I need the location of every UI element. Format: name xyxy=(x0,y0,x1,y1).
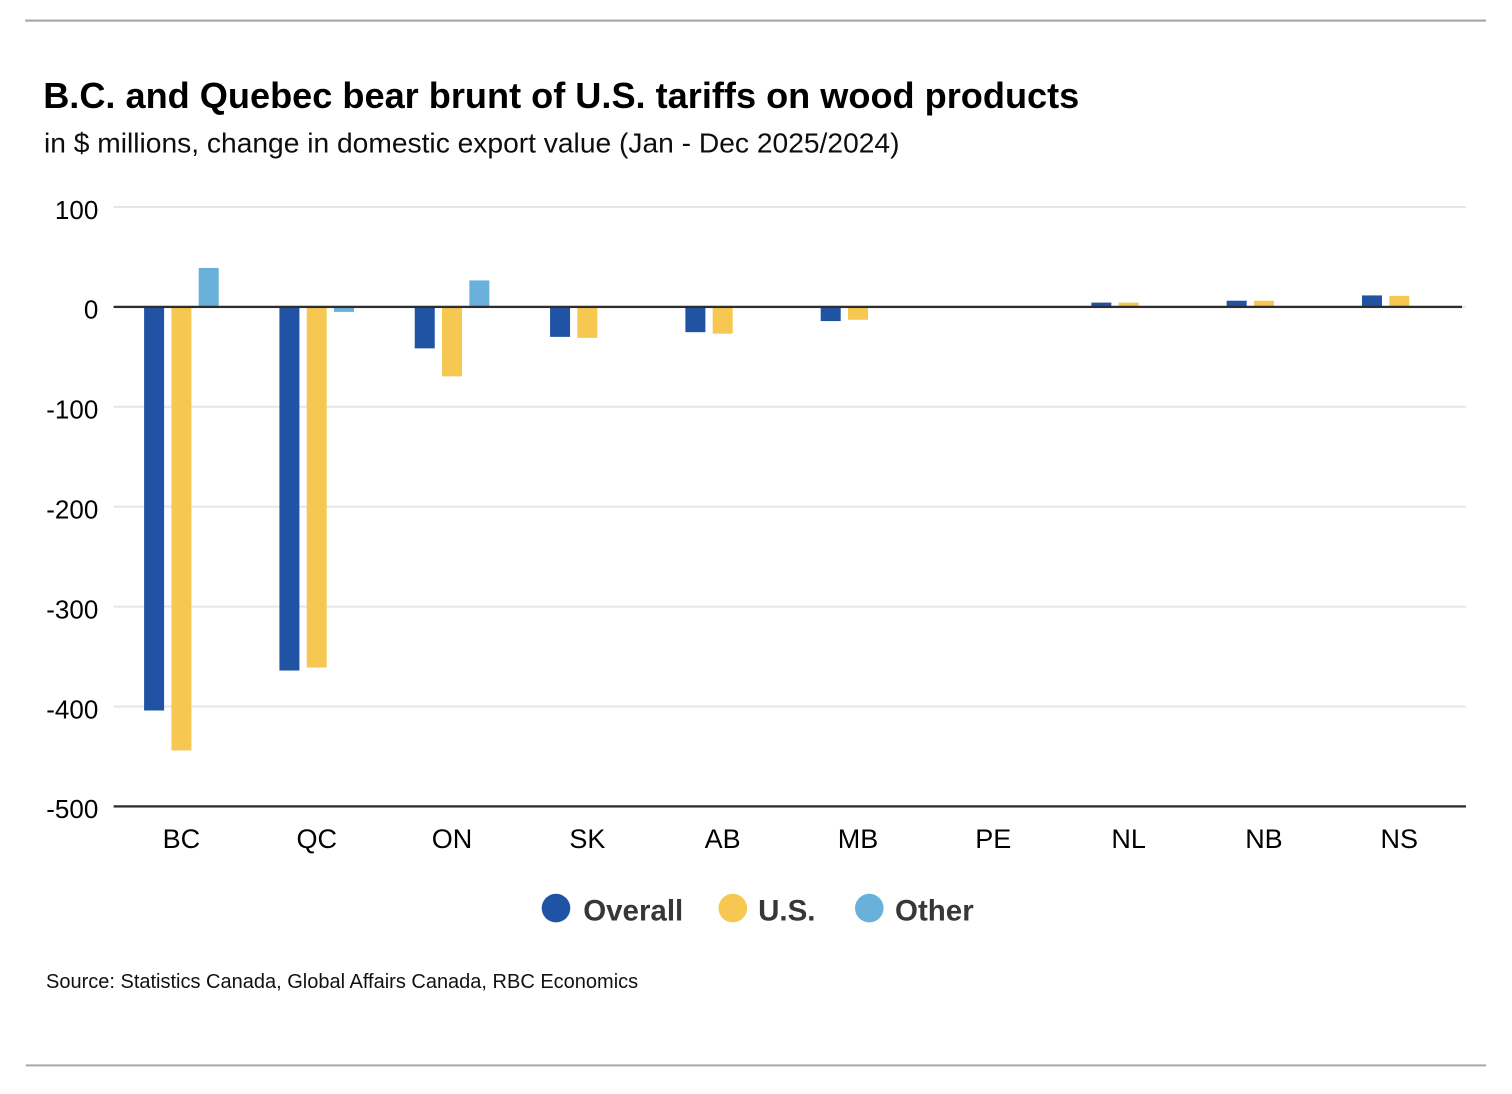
svg-text:0: 0 xyxy=(84,295,98,325)
svg-text:-300: -300 xyxy=(46,594,98,624)
svg-text:SK: SK xyxy=(569,824,605,854)
svg-text:in $ millions, change in domes: in $ millions, change in domestic export… xyxy=(44,127,899,159)
svg-text:MB: MB xyxy=(838,824,879,854)
svg-text:-500: -500 xyxy=(46,794,98,824)
svg-text:100: 100 xyxy=(55,195,98,225)
svg-text:Overall: Overall xyxy=(583,895,683,928)
svg-text:NL: NL xyxy=(1111,824,1146,854)
svg-text:-400: -400 xyxy=(46,694,98,724)
svg-text:BC: BC xyxy=(163,824,201,854)
svg-text:NB: NB xyxy=(1245,824,1283,854)
svg-text:NS: NS xyxy=(1381,824,1419,854)
svg-text:QC: QC xyxy=(296,824,337,854)
svg-text:U.S.: U.S. xyxy=(758,895,815,928)
svg-text:Other: Other xyxy=(895,895,974,928)
svg-text:ON: ON xyxy=(432,824,473,854)
svg-text:-100: -100 xyxy=(46,395,98,425)
svg-text:-200: -200 xyxy=(46,495,98,525)
svg-text:B.C. and Quebec bear brunt of: B.C. and Quebec bear brunt of U.S. tarif… xyxy=(43,75,1079,116)
svg-text:PE: PE xyxy=(975,824,1011,854)
svg-text:AB: AB xyxy=(705,824,741,854)
svg-text:Source: Statistics Canada, Glo: Source: Statistics Canada, Global Affair… xyxy=(46,971,638,993)
